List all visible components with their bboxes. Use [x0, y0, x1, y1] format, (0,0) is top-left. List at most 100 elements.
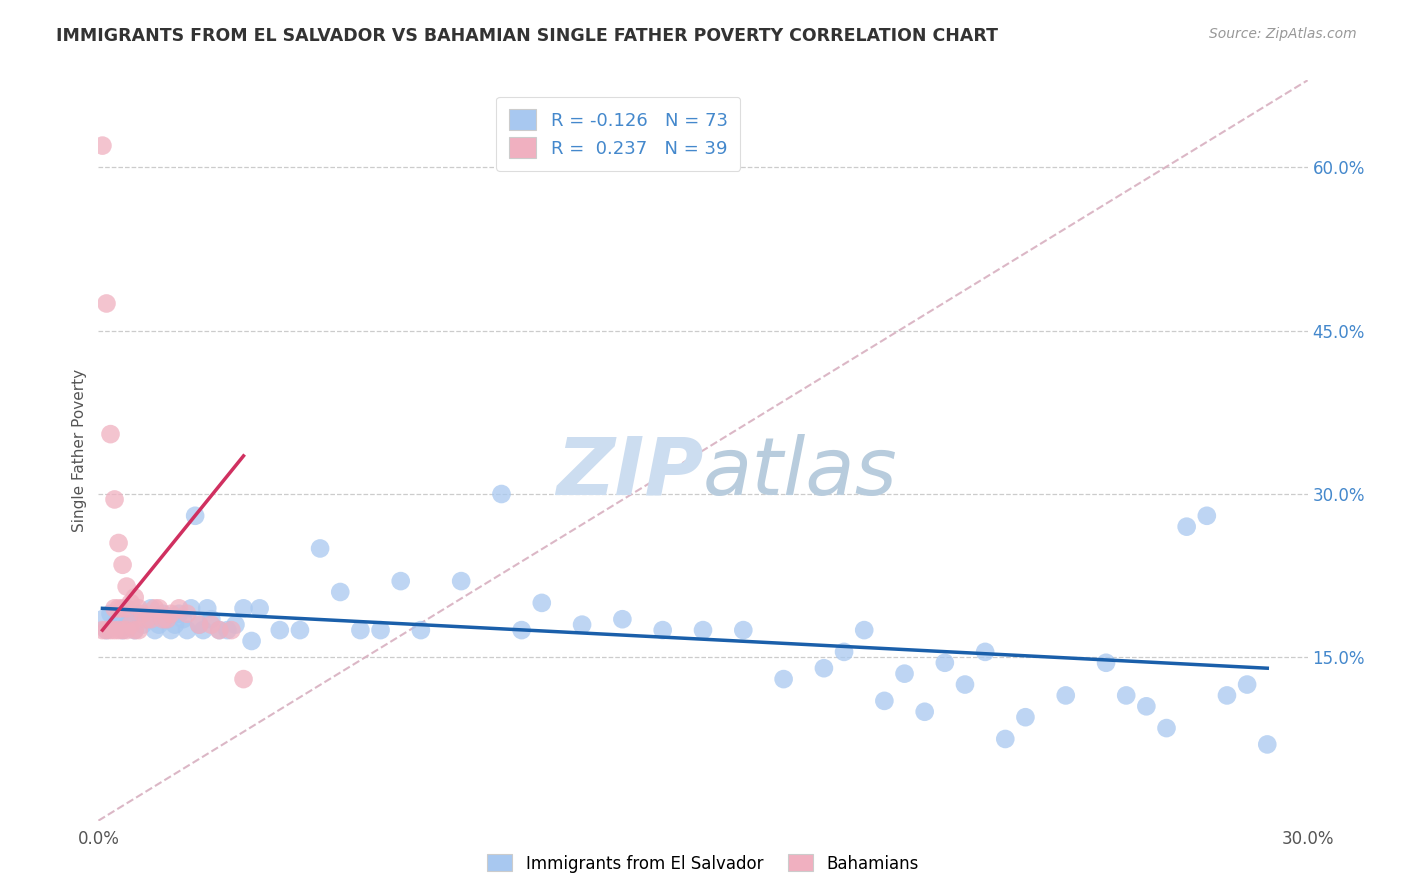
Point — [100, 427, 122, 442]
Legend: R = -0.126   N = 73, R =  0.237   N = 39: R = -0.126 N = 73, R = 0.237 N = 39 — [496, 96, 741, 171]
Point — [115, 617, 138, 632]
Point — [288, 623, 311, 637]
Point — [107, 601, 129, 615]
Point — [193, 623, 215, 637]
Point — [692, 623, 714, 637]
Point — [120, 596, 142, 610]
Point — [934, 656, 956, 670]
Point — [200, 612, 222, 626]
Point — [176, 607, 198, 621]
Point — [772, 672, 794, 686]
Point — [893, 666, 915, 681]
Point — [139, 601, 162, 615]
Point — [184, 508, 207, 523]
Point — [450, 574, 472, 588]
Point — [1014, 710, 1036, 724]
Text: Source: ZipAtlas.com: Source: ZipAtlas.com — [1209, 27, 1357, 41]
Point — [100, 607, 122, 621]
Text: ZIP: ZIP — [555, 434, 703, 512]
Point — [269, 623, 291, 637]
Point — [111, 623, 134, 637]
Point — [974, 645, 997, 659]
Point — [571, 617, 593, 632]
Point — [195, 601, 218, 615]
Point — [152, 607, 174, 621]
Point — [510, 623, 533, 637]
Point — [152, 612, 174, 626]
Point — [1175, 519, 1198, 533]
Point — [124, 623, 146, 637]
Point — [91, 138, 114, 153]
Point — [107, 612, 129, 626]
Point — [120, 617, 142, 632]
Point — [124, 623, 146, 637]
Point — [309, 541, 332, 556]
Point — [200, 617, 222, 632]
Point — [135, 612, 157, 626]
Point — [100, 623, 122, 637]
Point — [115, 623, 138, 637]
Point — [389, 574, 412, 588]
Point — [124, 591, 146, 605]
Point — [1256, 738, 1278, 752]
Point — [103, 617, 125, 632]
Point — [994, 731, 1017, 746]
Point — [1236, 677, 1258, 691]
Point — [208, 623, 231, 637]
Point — [1115, 689, 1137, 703]
Point — [148, 617, 170, 632]
Point — [163, 617, 186, 632]
Point — [188, 617, 211, 632]
Point — [148, 601, 170, 615]
Point — [120, 612, 142, 626]
Point — [135, 612, 157, 626]
Point — [329, 585, 352, 599]
Point — [249, 601, 271, 615]
Point — [128, 601, 150, 615]
Point — [409, 623, 432, 637]
Point — [103, 601, 125, 615]
Point — [91, 612, 114, 626]
Point — [107, 623, 129, 637]
Point — [167, 601, 190, 615]
Point — [156, 612, 179, 626]
Point — [914, 705, 936, 719]
Point — [491, 487, 513, 501]
Point — [143, 601, 166, 615]
Point — [111, 623, 134, 637]
Point — [232, 601, 254, 615]
Point — [1135, 699, 1157, 714]
Point — [1095, 656, 1118, 670]
Point — [156, 612, 179, 626]
Point — [612, 612, 634, 626]
Point — [132, 607, 155, 621]
Point — [103, 623, 125, 637]
Point — [115, 601, 138, 615]
Point — [813, 661, 835, 675]
Point — [132, 617, 155, 632]
Point — [1054, 689, 1077, 703]
Point — [1216, 689, 1239, 703]
Text: IMMIGRANTS FROM EL SALVADOR VS BAHAMIAN SINGLE FATHER POVERTY CORRELATION CHART: IMMIGRANTS FROM EL SALVADOR VS BAHAMIAN … — [56, 27, 998, 45]
Point — [953, 677, 976, 691]
Point — [128, 607, 150, 621]
Point — [107, 536, 129, 550]
Point — [224, 617, 246, 632]
Point — [111, 601, 134, 615]
Point — [853, 623, 876, 637]
Point — [91, 623, 114, 637]
Text: atlas: atlas — [703, 434, 898, 512]
Point — [176, 623, 198, 637]
Point — [96, 296, 118, 310]
Point — [167, 607, 190, 621]
Point — [160, 607, 183, 621]
Point — [1156, 721, 1178, 735]
Y-axis label: Single Father Poverty: Single Father Poverty — [72, 369, 87, 532]
Point — [221, 623, 243, 637]
Legend: Immigrants from El Salvador, Bahamians: Immigrants from El Salvador, Bahamians — [481, 847, 925, 880]
Point — [128, 623, 150, 637]
Point — [208, 623, 231, 637]
Point — [139, 612, 162, 626]
Point — [160, 623, 183, 637]
Point — [111, 558, 134, 572]
